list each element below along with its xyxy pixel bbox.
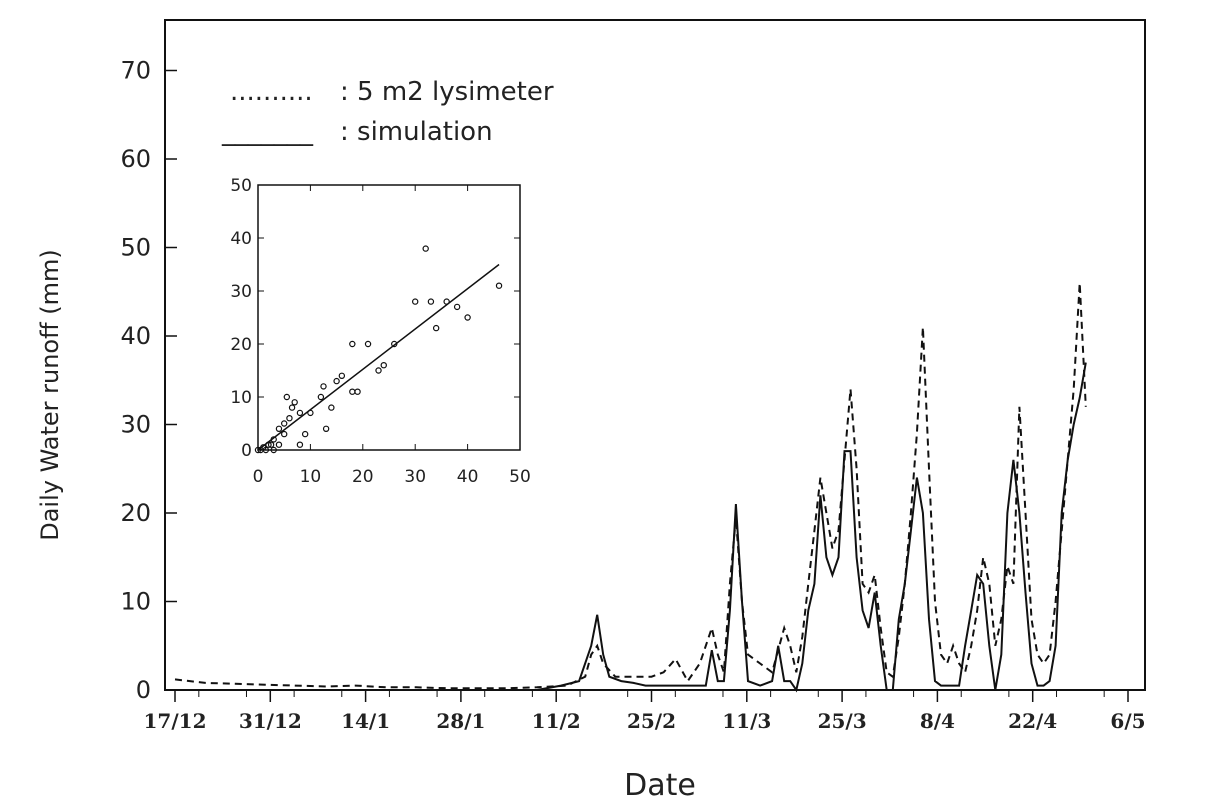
x-tick-label: 11/2 bbox=[532, 709, 581, 733]
inset-scatter-point bbox=[495, 282, 503, 289]
inset-scatter-point bbox=[296, 441, 304, 448]
inset-scatter-point bbox=[262, 446, 270, 454]
legend: .......... : 5 m2 lysimeter _______ : si… bbox=[221, 77, 554, 147]
inset-y-tick-label: 40 bbox=[230, 229, 252, 249]
inset-y-tick-label: 10 bbox=[230, 388, 252, 408]
inset-fit-line bbox=[257, 263, 500, 451]
x-tick-label: 8/4 bbox=[920, 709, 955, 733]
inset-scatter-point bbox=[349, 340, 356, 348]
inset-scatter-point bbox=[317, 393, 325, 401]
inset-scatter-point bbox=[286, 415, 293, 422]
inset-scatter-point bbox=[288, 404, 296, 411]
y-tick-label: 30 bbox=[120, 411, 151, 439]
inset-scatter-point bbox=[254, 446, 262, 454]
inset-scatter-point bbox=[281, 420, 288, 427]
inset-scatter-point bbox=[354, 388, 361, 395]
y-tick-label: 60 bbox=[120, 145, 151, 173]
main-x-ticks: 17/12 31/12 14/1 28/1 11/2 25/2 11/3 25/3 8/4 22/… bbox=[144, 690, 1146, 733]
x-tick-label: 31/12 bbox=[239, 709, 302, 733]
main-series-group bbox=[174, 282, 1087, 693]
inset-scatter-point bbox=[270, 446, 277, 454]
legend-lysimeter-symbol: .......... bbox=[230, 77, 313, 107]
inset-scatter-point bbox=[427, 298, 435, 305]
series-line-simulation bbox=[175, 362, 1087, 693]
inset-scatter-point bbox=[432, 324, 440, 332]
inset-plot-frame bbox=[257, 184, 521, 451]
inset-fit-line-group bbox=[257, 263, 500, 451]
inset-y-tick-label: 50 bbox=[230, 176, 252, 196]
inset-scatter-point bbox=[291, 399, 298, 406]
main-y-ticks: 0 10 20 30 40 50 60 70 bbox=[120, 57, 177, 704]
inset-y-tick-label: 0 bbox=[241, 441, 252, 461]
inset-scatter-point bbox=[275, 441, 283, 448]
x-tick-label: 22/4 bbox=[1008, 709, 1057, 733]
y-tick-label: 10 bbox=[120, 588, 151, 616]
main-plot-frame bbox=[164, 19, 1146, 691]
x-tick-label: 25/3 bbox=[818, 709, 867, 733]
inset-scatter-point bbox=[375, 367, 382, 374]
legend-lysimeter-label: : 5 m2 lysimeter bbox=[340, 77, 554, 107]
x-tick-label: 14/1 bbox=[341, 709, 390, 733]
inset-scatter-point bbox=[296, 409, 304, 417]
inset-scatter-point bbox=[301, 430, 309, 438]
legend-simulation-symbol: _______ bbox=[221, 117, 314, 147]
inset-scatter-point bbox=[281, 430, 288, 438]
y-tick-label: 50 bbox=[120, 234, 151, 262]
inset-x-tick-label: 10 bbox=[300, 467, 322, 487]
series-line-lysimeter bbox=[174, 282, 1087, 690]
inset-scatter-point bbox=[338, 372, 346, 379]
inset-y-tick-label: 20 bbox=[230, 335, 252, 355]
inset-scatter-point bbox=[328, 404, 335, 411]
y-tick-label: 20 bbox=[120, 499, 151, 527]
inset-x-tick-label: 50 bbox=[509, 467, 531, 487]
inset-scatter-point bbox=[464, 314, 471, 321]
inset-scatter-point bbox=[364, 340, 372, 348]
inset-scatter-point bbox=[320, 383, 327, 390]
y-tick-label: 40 bbox=[120, 322, 151, 350]
inset-scatter-point bbox=[283, 393, 291, 401]
inset-scatter-point bbox=[322, 425, 330, 432]
inset-x-tick-label: 30 bbox=[404, 467, 426, 487]
inset-scatter-point bbox=[380, 362, 387, 369]
y-axis-title: Daily Water runoff (mm) bbox=[36, 249, 64, 541]
x-tick-label: 28/1 bbox=[436, 709, 485, 733]
inset-x-tick-label: 40 bbox=[457, 467, 479, 487]
y-tick-label: 0 bbox=[136, 676, 151, 704]
main-plot: 0 10 20 30 40 50 60 70 17/12 31/12 14/1 28/1 11/2 25… bbox=[36, 19, 1146, 803]
inset-scatter-point bbox=[275, 425, 283, 432]
inset-scatter-point bbox=[453, 303, 461, 311]
inset-scatter-point bbox=[333, 377, 340, 385]
inset-scatter-point bbox=[267, 441, 275, 448]
inset-scatter-point bbox=[422, 245, 429, 252]
x-tick-label: 11/3 bbox=[722, 709, 771, 733]
inset-x-tick-label: 0 bbox=[253, 467, 264, 487]
y-tick-label: 70 bbox=[120, 57, 151, 85]
inset-x-tick-label: 20 bbox=[352, 467, 374, 487]
inset-scatter-point bbox=[412, 298, 419, 305]
x-tick-label: 25/2 bbox=[627, 709, 676, 733]
inset-y-tick-label: 30 bbox=[230, 282, 252, 302]
x-tick-label: 17/12 bbox=[144, 709, 207, 733]
inset-plot: 0 10 20 30 40 50 0 10 20 30 40 50 bbox=[230, 176, 530, 487]
legend-simulation-label: : simulation bbox=[340, 117, 493, 147]
x-axis-title: Date bbox=[624, 768, 696, 803]
x-tick-label: 6/5 bbox=[1110, 709, 1145, 733]
